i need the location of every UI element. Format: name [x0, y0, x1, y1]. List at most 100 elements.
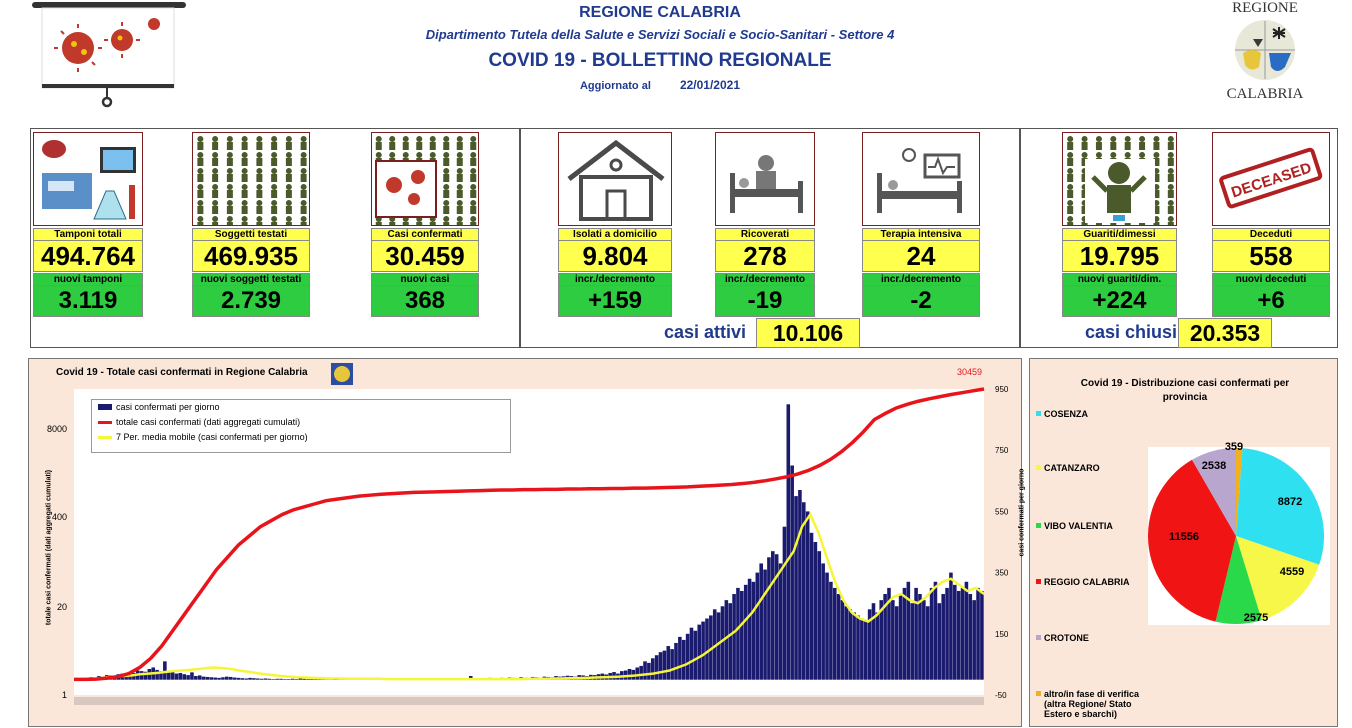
bulletin-title: COVID 19 - BOLLETTINO REGIONALE — [488, 50, 832, 71]
daily-bar — [910, 603, 914, 680]
daily-bar — [225, 676, 229, 680]
stat-subvalue: -2 — [862, 285, 980, 317]
daily-bar — [197, 675, 202, 680]
daily-bar — [809, 532, 814, 680]
daily-bar — [201, 676, 206, 680]
daily-bar — [774, 554, 779, 680]
daily-bar — [740, 590, 744, 680]
province-chart-title: Covid 19 - Distribuzione casi confermati… — [1080, 378, 1290, 403]
daily-bar — [732, 594, 736, 680]
daily-bar — [743, 584, 748, 680]
infected-people-icon — [371, 132, 479, 226]
daily-bar — [964, 581, 969, 680]
daily-bar — [701, 621, 705, 680]
daily-bar — [778, 563, 783, 680]
province-name: VIBO VALENTIA — [1044, 521, 1113, 531]
daily-bar — [832, 587, 837, 680]
daily-bar — [275, 678, 279, 680]
daily-bar — [871, 603, 876, 680]
stat-subvalue: 3.119 — [33, 285, 143, 317]
lab-equipment-icon — [33, 132, 143, 226]
chart-logo-icon — [331, 363, 353, 385]
legend-label-daily: casi confermati per giorno — [116, 402, 220, 412]
province-name: COSENZA — [1044, 409, 1089, 419]
daily-bar — [716, 612, 721, 680]
daily-bar — [918, 594, 922, 680]
pie-slice — [1215, 536, 1262, 624]
daily-bar — [693, 630, 698, 680]
province-name: CATANZARO — [1044, 463, 1100, 473]
daily-bar — [968, 594, 973, 680]
pie-value-label: 8872 — [1278, 496, 1302, 508]
daily-bar — [937, 603, 942, 680]
legend-swatch — [1036, 465, 1041, 470]
daily-bar — [972, 600, 976, 680]
daily-bar — [674, 642, 678, 680]
daily-bar — [635, 667, 640, 680]
daily-bar — [244, 678, 248, 680]
virus-illustration — [30, 0, 188, 112]
stat-value: 278 — [715, 240, 815, 272]
pie-value-label: 4559 — [1280, 566, 1304, 578]
pie-slice — [1236, 536, 1320, 621]
daily-bar — [945, 587, 949, 680]
daily-bar — [643, 661, 647, 680]
stat-value: 558 — [1212, 240, 1330, 272]
province-legend-item: CATANZARO — [1036, 463, 1146, 473]
province-legend-item: REGGIO CALABRIA — [1036, 577, 1146, 587]
legend-item-cumulative: totale casi confermati (dati aggregati c… — [98, 417, 504, 427]
stat-value: 19.795 — [1062, 240, 1177, 272]
daily-bar — [782, 526, 787, 680]
pie-value-label: 359 — [1225, 441, 1243, 453]
daily-bar — [976, 587, 980, 680]
daily-bar — [767, 557, 771, 680]
daily-bar — [813, 542, 818, 680]
pie-slice — [1236, 448, 1324, 565]
daily-bar — [980, 590, 984, 680]
daily-bar — [678, 636, 682, 680]
daily-bar — [863, 621, 868, 680]
daily-bar — [953, 584, 957, 680]
region-title: REGIONE CALABRIA — [579, 4, 741, 21]
daily-bar — [891, 600, 895, 680]
daily-bar — [252, 678, 256, 680]
daily-bar — [294, 679, 299, 680]
daily-bar — [650, 658, 655, 680]
daily-bar — [662, 650, 667, 680]
daily-bar — [883, 594, 887, 680]
stat-value: 494.764 — [33, 240, 143, 272]
province-legend-item: COSENZA — [1036, 409, 1146, 419]
daily-bar — [817, 551, 822, 680]
daily-bar — [763, 569, 767, 680]
pie-value-label: 2575 — [1244, 612, 1268, 624]
stat-subvalue: +6 — [1212, 285, 1330, 317]
hospital-bed-icon — [715, 132, 815, 226]
stat-subvalue: 368 — [371, 285, 479, 317]
daily-bar — [821, 563, 825, 680]
daily-bar — [681, 639, 686, 680]
daily-bar — [894, 606, 899, 680]
closed-cases-value: 20.353 — [1178, 318, 1272, 348]
updated-line: Aggiornato al 22/01/2021 — [380, 78, 940, 92]
daily-bar — [317, 679, 322, 680]
daily-bar — [647, 662, 651, 680]
pie-value-label: 2538 — [1202, 460, 1226, 472]
daily-bar — [236, 677, 241, 680]
daily-bar — [747, 578, 752, 680]
province-pie-svg: 359 8872 4559 2575 11556 2538 — [1148, 441, 1324, 624]
daily-bar — [232, 677, 237, 680]
province-name: CROTONE — [1044, 633, 1089, 643]
daily-bar — [798, 489, 802, 680]
cumulative-line — [74, 387, 985, 682]
daily-bar — [174, 673, 179, 680]
legend-swatch — [1036, 691, 1041, 696]
daily-bar — [155, 669, 159, 680]
left-tick-label: 20 — [57, 602, 67, 612]
daily-bar — [306, 679, 310, 680]
department-subtitle: Dipartimento Tutela della Salute e Servi… — [425, 27, 895, 42]
pie-slice — [1192, 448, 1236, 536]
daily-bar — [759, 563, 763, 680]
daily-bar — [263, 678, 268, 680]
daily-bar — [867, 609, 872, 680]
daily-bar — [956, 590, 961, 680]
